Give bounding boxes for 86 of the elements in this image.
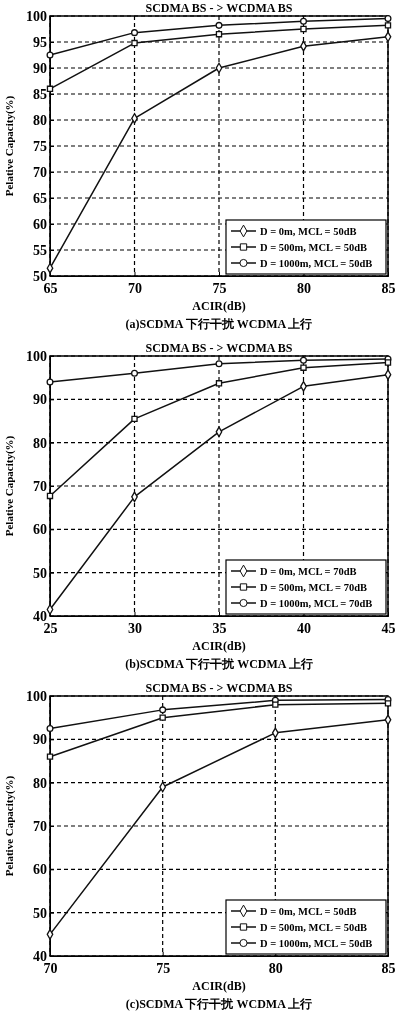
y-tick-label: 70 <box>33 478 47 494</box>
x-tick-label: 25 <box>43 621 58 636</box>
y-tick-label: 60 <box>33 216 47 232</box>
chart-title: SCDMA BS - > WCDMA BS <box>145 341 293 355</box>
legend-label: D = 500m, MCL = 50dB <box>260 922 368 933</box>
y-tick-label: 90 <box>33 732 47 748</box>
point <box>384 15 392 23</box>
y-tick-label: 100 <box>26 348 47 364</box>
point <box>130 29 139 37</box>
y-tick-label: 50 <box>33 905 47 921</box>
y-tick-label: 70 <box>33 164 47 180</box>
legend-label: D = 1000m, MCL = 70dB <box>260 598 373 609</box>
x-tick-label: 75 <box>156 961 171 976</box>
x-tick-label: 70 <box>43 961 58 976</box>
x-tick-label: 85 <box>381 281 396 296</box>
point <box>215 31 223 38</box>
y-tick-label: 90 <box>33 60 47 76</box>
y-tick-label: 65 <box>33 190 47 206</box>
point <box>299 17 308 25</box>
x-tick-label: 40 <box>297 621 311 636</box>
x-tick-label: 65 <box>43 281 58 296</box>
x-tick-label: 45 <box>381 621 396 636</box>
point <box>384 22 392 29</box>
point <box>46 51 54 59</box>
x-tick-label: 80 <box>297 281 311 296</box>
y-tick-label: 50 <box>33 565 47 581</box>
point <box>46 492 54 500</box>
x-tick-label: 80 <box>268 961 283 976</box>
point <box>46 753 54 760</box>
y-axis-title: Pelative Capacity(%) <box>3 775 16 877</box>
y-tick-label: 55 <box>33 242 47 258</box>
x-axis-title: ACIR(dB) <box>192 979 246 993</box>
x-axis-title: ACIR(dB) <box>192 639 246 653</box>
point <box>46 378 54 386</box>
y-tick-label: 100 <box>26 688 47 704</box>
chart-title: SCDMA BS - > WCDMA BS <box>145 681 293 695</box>
x-tick-label: 70 <box>128 281 142 296</box>
y-tick-label: 40 <box>33 608 47 624</box>
point <box>159 714 166 721</box>
y-tick-label: 60 <box>33 522 47 538</box>
chart-title: SCDMA BS - > WCDMA BS <box>145 1 293 15</box>
point <box>46 85 54 92</box>
x-tick-label: 30 <box>128 621 142 636</box>
y-tick-label: 85 <box>33 86 47 102</box>
point <box>46 724 54 733</box>
y-tick-label: 70 <box>33 818 47 834</box>
y-tick-label: 80 <box>33 775 47 791</box>
y-tick-label: 40 <box>33 948 47 964</box>
point <box>159 706 167 714</box>
y-tick-label: 60 <box>33 862 47 878</box>
y-axis-title: Pelative Capacity(%) <box>3 95 16 197</box>
point <box>384 359 392 366</box>
legend-label: D = 0m, MCL = 70dB <box>260 566 357 577</box>
x-tick-label: 75 <box>212 281 227 296</box>
point <box>215 360 223 368</box>
point <box>215 21 223 29</box>
legend-label: D = 500m, MCL = 50dB <box>260 242 368 253</box>
point <box>46 604 54 615</box>
y-tick-label: 80 <box>33 435 47 451</box>
y-tick-label: 80 <box>33 112 47 128</box>
point <box>299 356 308 364</box>
point <box>300 364 307 371</box>
y-tick-label: 50 <box>33 268 47 284</box>
text: (c)SCDMA 下行干扰 WCDMA 上行 <box>125 997 313 1011</box>
y-axis-title: Pelative Capacity(%) <box>3 435 16 537</box>
x-tick-label: 35 <box>212 621 227 636</box>
point <box>272 701 279 708</box>
x-axis-title: ACIR(dB) <box>192 299 246 313</box>
text: (a)SCDMA 下行干扰 WCDMA 上行 <box>125 317 313 331</box>
legend-label: D = 1000m, MCL = 50dB <box>260 938 373 949</box>
legend-label: D = 0m, MCL = 50dB <box>260 906 357 917</box>
x-tick-label: 85 <box>381 961 396 976</box>
point <box>215 380 223 387</box>
text: (b)SCDMA 下行干扰 WCDMA 上行 <box>125 657 313 671</box>
legend-label: D = 1000m, MCL = 50dB <box>260 258 373 269</box>
legend-label: D = 500m, MCL = 70dB <box>260 582 368 593</box>
point <box>130 369 139 377</box>
point <box>300 25 307 33</box>
y-tick-label: 95 <box>33 34 47 50</box>
y-tick-label: 100 <box>26 8 47 24</box>
point <box>384 700 392 707</box>
legend-label: D = 0m, MCL = 50dB <box>260 226 357 237</box>
point <box>131 415 138 423</box>
y-tick-label: 90 <box>33 392 47 408</box>
y-tick-label: 75 <box>33 138 47 154</box>
point <box>131 39 138 47</box>
